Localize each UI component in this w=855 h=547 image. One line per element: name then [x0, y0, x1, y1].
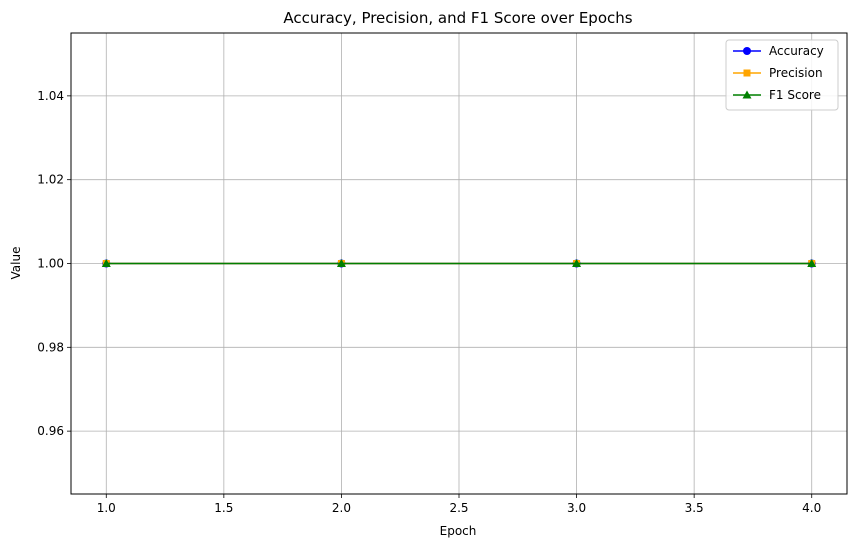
chart-title: Accuracy, Precision, and F1 Score over E…: [283, 9, 632, 27]
legend-marker-triangle: [742, 90, 752, 99]
legend-item-accuracy: Accuracy: [733, 44, 824, 58]
x-tick-label: 2.0: [332, 501, 351, 515]
legend-item-f1-score: F1 Score: [733, 88, 821, 102]
y-tick-label: 1.00: [37, 257, 64, 271]
x-tick-label: 2.5: [449, 501, 468, 515]
data-point-f1-score: [336, 259, 346, 267]
y-tick-label: 0.96: [37, 424, 64, 438]
y-tick-label: 1.02: [37, 173, 64, 187]
legend-label-f1-score: F1 Score: [769, 88, 821, 102]
data-point-f1-score: [572, 259, 582, 267]
data-point-f1-score: [101, 259, 111, 267]
x-axis-label: Epoch: [440, 524, 477, 538]
legend: Accuracy Precision F1 Score: [725, 39, 839, 111]
y-axis-ticks: 0.96 0.98 1.00 1.02 1.04: [37, 89, 71, 438]
y-tick-label: 0.98: [37, 340, 64, 354]
x-tick-label: 1.5: [214, 501, 233, 515]
legend-item-precision: Precision: [733, 66, 823, 80]
data-point-f1-score: [807, 259, 817, 267]
x-axis-ticks: 1.0 1.5 2.0 2.5 3.0 3.5 4.0: [97, 494, 821, 515]
x-tick-label: 3.5: [685, 501, 704, 515]
series-f1-score: [101, 259, 817, 267]
x-tick-label: 3.0: [567, 501, 586, 515]
legend-marker-square: [743, 69, 751, 77]
x-tick-label: 4.0: [802, 501, 821, 515]
legend-box: [725, 39, 839, 111]
legend-label-accuracy: Accuracy: [769, 44, 824, 58]
legend-marker-circle: [743, 47, 751, 55]
legend-label-precision: Precision: [769, 66, 823, 80]
x-tick-label: 1.0: [97, 501, 116, 515]
series-layer: [101, 259, 817, 268]
y-tick-label: 1.04: [37, 89, 64, 103]
y-axis-label: Value: [9, 247, 23, 280]
